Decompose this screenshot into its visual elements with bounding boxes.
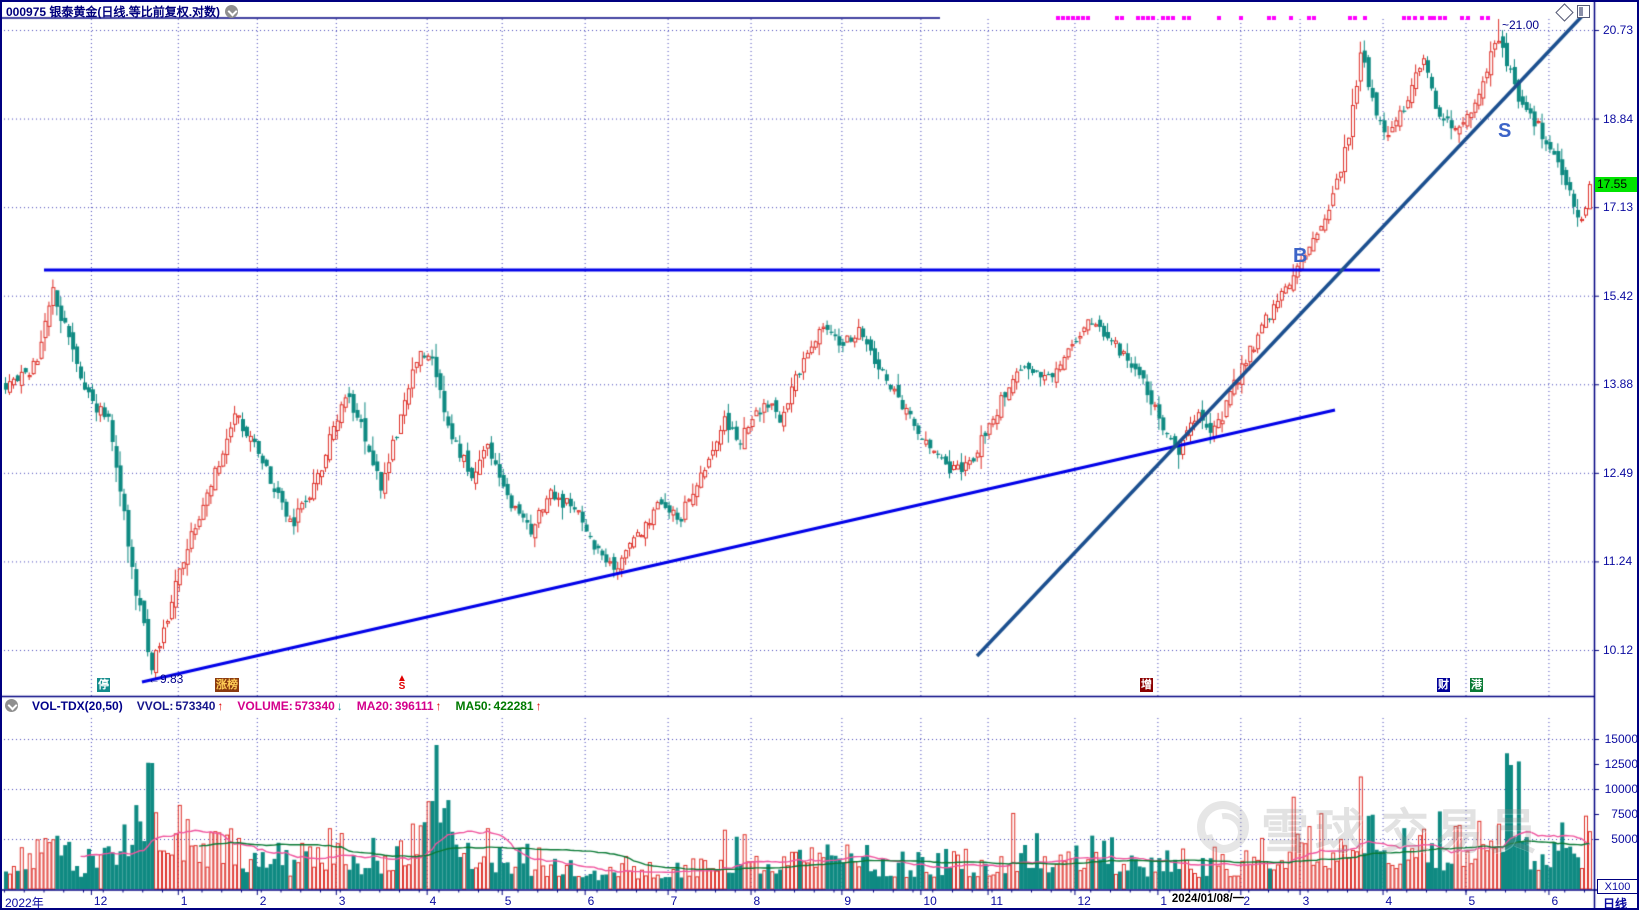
selected-date-tag: 2024/01/08/一 [1171, 893, 1245, 905]
event-badge[interactable]: 港 [1470, 678, 1483, 692]
volume-axis-label: 5000 [1611, 832, 1638, 846]
time-axis-month[interactable]: 1 [1160, 894, 1168, 908]
time-axis-month[interactable]: 9 [844, 894, 852, 908]
vvol-value: VVOL: 573340 ↑ [136, 698, 224, 713]
time-axis-month[interactable]: 12 [93, 894, 108, 908]
time-axis-month[interactable]: 11 [990, 894, 1004, 908]
time-axis-month[interactable]: 3 [1302, 894, 1310, 908]
volume-unit-label: X100 [1597, 879, 1637, 894]
collapse-chart-icon[interactable] [225, 5, 239, 18]
panel-toggle-icon[interactable] [1577, 5, 1590, 18]
time-axis-month[interactable]: 10 [923, 894, 937, 908]
event-badge[interactable]: 停 [97, 678, 110, 692]
low-annotation: ←9.83 [148, 672, 184, 686]
volume-indicator-header: VOL-TDX(20,50) VVOL: 573340 ↑ VOLUME: 57… [5, 697, 542, 714]
volume-axis-label: 7500 [1611, 807, 1638, 821]
time-axis-month[interactable]: 1 [180, 894, 188, 908]
high-annotation: ~21.00 [1502, 18, 1540, 32]
volume-axis-label: 15000 [1604, 732, 1638, 746]
time-axis-month[interactable]: 2 [1243, 894, 1251, 908]
current-price-tag: 17.55 [1595, 177, 1637, 193]
price-axis-label: 15.42 [1603, 288, 1634, 303]
ma50-up-arrow: ↑ [535, 698, 542, 713]
time-axis-year: 2022年 [5, 896, 44, 910]
ma20-up-arrow: ↑ [435, 698, 442, 713]
price-axis-label: 18.84 [1603, 111, 1634, 126]
time-axis-month[interactable]: 2 [259, 894, 267, 908]
period-label[interactable]: 日线 [1603, 897, 1628, 910]
ma50-value: MA50: 422281 ↑ [455, 698, 542, 713]
time-axis-month[interactable]: 6 [587, 894, 595, 908]
volume-indicator-name[interactable]: VOL-TDX(20,50) [32, 698, 123, 713]
dividend-marker-icon[interactable]: ▲ S [397, 673, 407, 692]
time-axis-month[interactable]: 12 [1077, 894, 1091, 908]
vvol-up-arrow: ↑ [217, 698, 224, 713]
time-axis-month[interactable]: 4 [1385, 894, 1393, 908]
time-axis-month[interactable]: 7 [670, 894, 678, 908]
price-axis-label: 13.88 [1603, 377, 1634, 392]
time-axis-month[interactable]: 6 [1551, 894, 1559, 908]
time-axis-month[interactable]: 5 [1468, 894, 1476, 908]
volume-axis-label: 12500 [1604, 757, 1638, 771]
price-axis-label: 20.73 [1603, 23, 1634, 37]
ma20-value: MA20: 396111 ↑ [356, 698, 442, 713]
price-axis-label: 10.12 [1603, 642, 1634, 657]
volume-down-arrow: ↓ [336, 698, 343, 713]
volume-value: VOLUME: 573340 ↓ [237, 698, 343, 713]
volume-axis-label: 10000 [1604, 782, 1638, 796]
event-badge[interactable]: 增 [1140, 678, 1153, 692]
price-axis-label: 17.13 [1603, 200, 1634, 215]
page-title: 000975 银泰黄金(日线.等比前复权.对数) [6, 5, 221, 19]
collapse-volume-icon[interactable] [5, 699, 18, 712]
time-axis-month[interactable]: 4 [429, 894, 437, 908]
time-axis-month[interactable]: 5 [504, 894, 512, 908]
event-badge[interactable]: 财 [1437, 678, 1450, 692]
event-badge[interactable]: 涨榜 [215, 678, 239, 692]
price-axis-label: 12.49 [1603, 465, 1634, 480]
time-axis-month[interactable]: 3 [338, 894, 346, 908]
buy-marker: B [1293, 245, 1308, 267]
time-axis-month[interactable]: 8 [753, 894, 761, 908]
price-axis-label: 11.24 [1603, 554, 1633, 569]
sell-marker: S [1498, 120, 1512, 142]
chart-title-bar: 000975 银泰黄金(日线.等比前复权.对数) [6, 3, 239, 20]
